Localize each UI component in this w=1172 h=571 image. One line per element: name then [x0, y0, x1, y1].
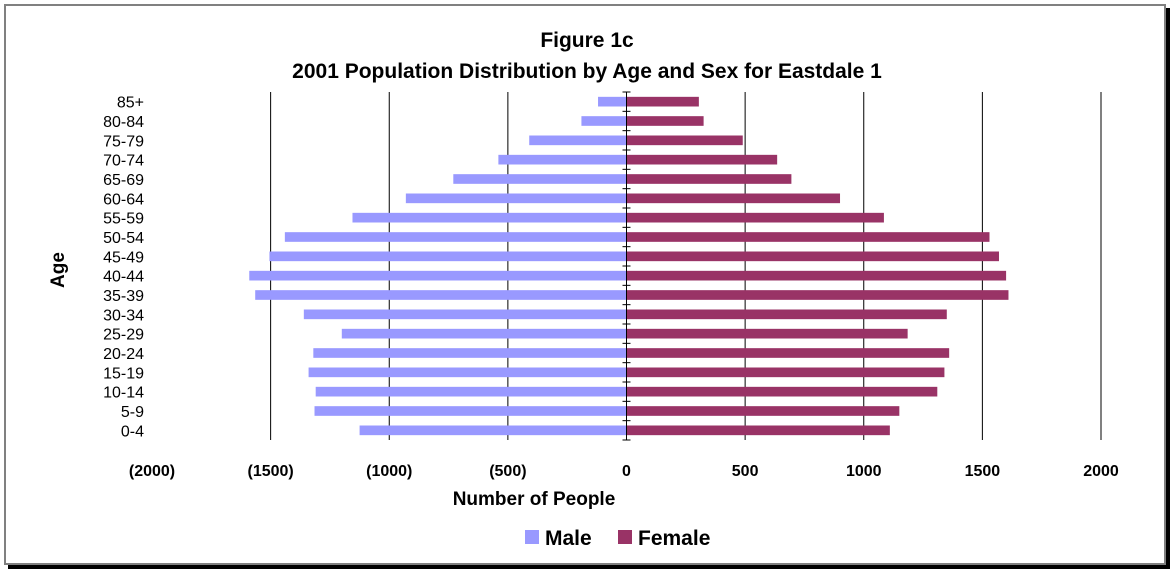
- y-tick-label: 25-29: [103, 327, 144, 344]
- x-tick-label: (2000): [129, 463, 175, 480]
- bar-female-75-79: [626, 135, 743, 146]
- axes: [622, 91, 631, 441]
- bar-female-85+: [626, 96, 699, 107]
- bar-male-60-64: [405, 193, 627, 204]
- x-tick-label: 1500: [965, 463, 1001, 480]
- chart-subtitle: 2001 Population Distribution by Age and …: [292, 60, 882, 83]
- bar-female-50-54: [626, 232, 990, 242]
- y-tick-label: 40-44: [103, 269, 144, 286]
- x-tick-label: (1000): [366, 463, 412, 480]
- bar-female-65-69: [626, 174, 792, 184]
- x-tick-label: 1000: [846, 463, 882, 480]
- bar-male-30-34: [303, 309, 627, 320]
- y-tick-label: 20-24: [103, 346, 144, 363]
- legend-label-male: Male: [545, 527, 592, 550]
- bar-female-25-29: [626, 328, 908, 339]
- y-tick-label: 75-79: [103, 133, 144, 150]
- bar-female-10-14: [626, 386, 938, 397]
- gridlines: [270, 92, 1102, 440]
- bar-female-15-19: [626, 367, 945, 378]
- population-pyramid-chart: Figure 1c 2001 Population Distribution b…: [48, 29, 1119, 550]
- chart-frame: Figure 1c 2001 Population Distribution b…: [4, 4, 1166, 565]
- bar-female-60-64: [626, 193, 841, 204]
- legend: Male Female: [525, 527, 710, 550]
- bar-female-70-74: [626, 154, 778, 165]
- y-tick-label: 65-69: [103, 172, 144, 189]
- bar-male-5-9: [314, 406, 627, 416]
- x-tick-label: (500): [489, 463, 526, 480]
- bar-female-5-9: [626, 406, 900, 416]
- y-tick-label: 15-19: [103, 365, 144, 382]
- bar-female-30-34: [626, 309, 947, 320]
- y-tick-label: 30-34: [103, 307, 144, 324]
- y-tick-label: 50-54: [103, 230, 144, 247]
- bar-male-70-74: [498, 154, 627, 165]
- bar-male-65-69: [453, 174, 627, 184]
- bar-male-45-49: [269, 251, 627, 262]
- legend-swatch-female: [618, 530, 632, 544]
- legend-swatch-male: [525, 530, 539, 544]
- x-tick-label: 2000: [1083, 463, 1119, 480]
- bar-male-10-14: [315, 386, 627, 397]
- y-tick-label: 5-9: [121, 404, 144, 421]
- bar-female-40-44: [626, 270, 1007, 281]
- y-tick-label: 10-14: [103, 385, 144, 402]
- y-axis-title: Age: [48, 252, 69, 288]
- y-tick-label: 45-49: [103, 249, 144, 266]
- legend-label-female: Female: [638, 527, 710, 550]
- bar-male-35-39: [255, 290, 627, 300]
- y-tick-labels: 0-4 5-9 10-14 15-19 20-24 25-29 30-34 35-39 40-4…: [103, 95, 144, 441]
- y-tick-label: 70-74: [103, 153, 144, 170]
- y-tick-label: 85+: [117, 95, 144, 112]
- chart-title: Figure 1c: [540, 29, 634, 52]
- bar-male-80-84: [581, 116, 627, 126]
- bar-male-15-19: [308, 367, 627, 378]
- x-tick-label: 500: [732, 463, 759, 480]
- y-tick-label: 35-39: [103, 288, 144, 305]
- bar-female-55-59: [626, 212, 884, 223]
- x-axis-title: Number of People: [453, 489, 616, 510]
- bar-male-40-44: [249, 270, 627, 281]
- bar-male-75-79: [529, 135, 627, 146]
- bar-male-20-24: [313, 348, 627, 358]
- bar-male-85+: [598, 96, 627, 107]
- bar-female-80-84: [626, 116, 704, 126]
- bar-male-55-59: [352, 212, 627, 223]
- y-tick-label: 0-4: [121, 423, 144, 440]
- bar-female-20-24: [626, 348, 950, 358]
- bar-male-50-54: [284, 232, 627, 242]
- bar-female-0-4: [626, 425, 890, 436]
- x-tick-label: (1500): [248, 463, 294, 480]
- bar-male-25-29: [341, 328, 627, 339]
- y-tick-label: 80-84: [103, 114, 144, 131]
- bar-female-35-39: [626, 290, 1009, 300]
- x-tick-label: 0: [622, 463, 631, 480]
- bar-female-45-49: [626, 251, 999, 262]
- bars: [249, 96, 1009, 436]
- x-tick-labels: (2000) (1500) (1000) (500) 0 500 1000 1500 2000: [129, 463, 1119, 480]
- y-tick-label: 55-59: [103, 211, 144, 228]
- y-tick-label: 60-64: [103, 191, 144, 208]
- bar-male-0-4: [359, 425, 627, 436]
